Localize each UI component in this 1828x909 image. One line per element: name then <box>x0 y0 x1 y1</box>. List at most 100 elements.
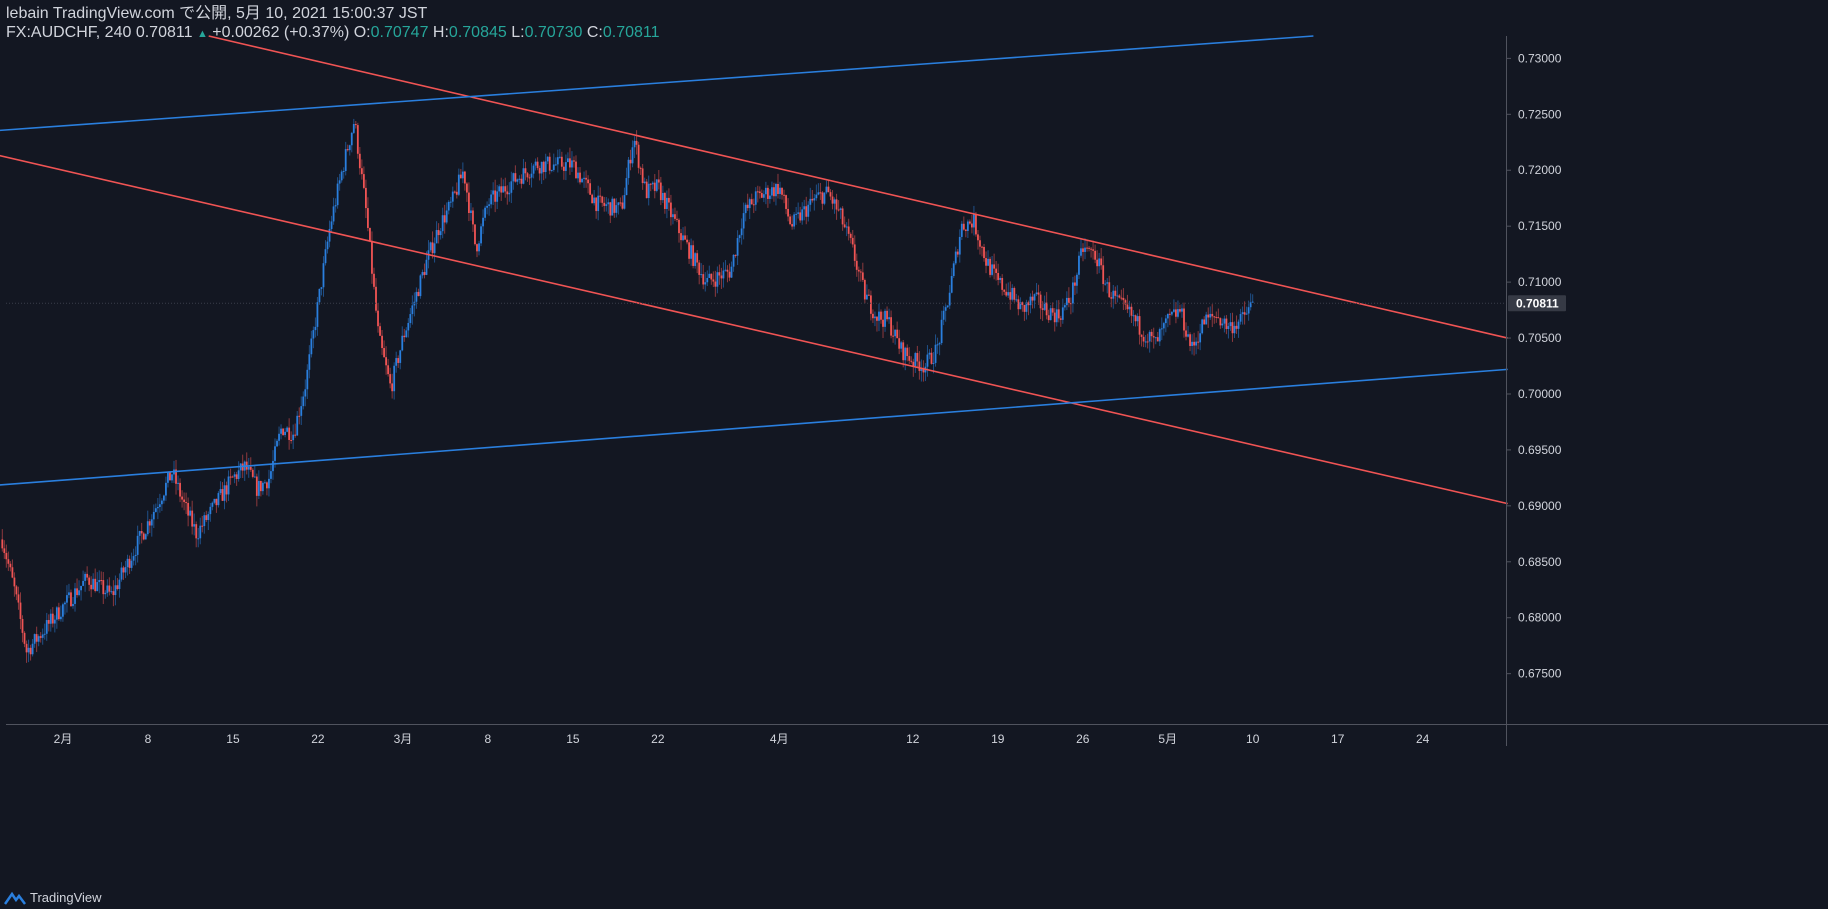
candle <box>163 494 165 504</box>
candle <box>1191 334 1193 355</box>
time-tick-label: 5月 <box>1158 732 1177 746</box>
candle <box>33 633 36 648</box>
candle <box>807 201 810 222</box>
candle <box>528 174 531 186</box>
candle <box>150 514 153 537</box>
candle <box>1183 302 1185 338</box>
candle <box>480 223 482 247</box>
candle <box>124 560 127 579</box>
candle <box>90 576 93 598</box>
candle <box>496 185 499 210</box>
candle <box>369 227 371 243</box>
candle <box>975 211 977 237</box>
trendline-red-1[interactable] <box>208 35 1508 339</box>
candle <box>956 248 959 258</box>
candle <box>668 188 670 211</box>
candle <box>508 182 511 202</box>
candle <box>861 262 864 282</box>
candle <box>520 174 523 189</box>
trendline-red-2[interactable] <box>0 153 1508 505</box>
candle <box>1213 315 1216 324</box>
candle <box>554 157 557 166</box>
candle <box>1237 319 1240 338</box>
candle <box>1061 298 1064 324</box>
candle <box>350 131 353 153</box>
candle <box>859 269 862 282</box>
candle <box>1082 243 1084 262</box>
candle <box>27 639 30 663</box>
candle <box>536 157 539 171</box>
time-tick-label: 15 <box>226 732 240 746</box>
candle <box>702 264 705 290</box>
tradingview-logo[interactable]: TradingView <box>4 890 102 905</box>
candle <box>1154 336 1157 345</box>
candle <box>1197 331 1200 350</box>
candle <box>865 284 868 300</box>
trendline-blue-3[interactable] <box>0 35 1314 132</box>
candle <box>165 476 167 501</box>
candle <box>211 501 214 511</box>
candle <box>886 306 888 322</box>
candle <box>1092 240 1094 260</box>
price-tick-label: 0.71000 <box>1518 275 1562 289</box>
trendline-blue-4[interactable] <box>0 368 1508 486</box>
candle <box>1084 238 1086 260</box>
candle <box>710 273 713 285</box>
candle <box>1241 306 1244 325</box>
candle <box>522 159 525 185</box>
candle <box>405 327 408 338</box>
candle <box>855 253 858 277</box>
candle <box>1041 301 1044 321</box>
candle <box>649 183 652 192</box>
candle <box>678 218 680 243</box>
candle <box>152 504 155 529</box>
candle <box>72 597 74 609</box>
candle <box>110 586 113 594</box>
candle <box>712 271 715 288</box>
candle <box>857 266 860 282</box>
candle <box>867 289 870 297</box>
candle <box>249 457 252 472</box>
candle <box>229 468 232 485</box>
candle <box>1114 286 1117 305</box>
candle <box>1219 317 1222 329</box>
candle <box>1033 293 1036 309</box>
candle <box>367 197 369 232</box>
candle <box>706 270 709 287</box>
candle <box>1122 288 1125 310</box>
candle <box>510 171 513 204</box>
candle <box>21 615 24 643</box>
trendlines[interactable] <box>0 35 1508 505</box>
price-axis[interactable]: 0.73000 0.72500 0.72000 0.71500 0.71000 0.705… <box>1506 51 1562 681</box>
last-price-value: 0.70811 <box>1516 296 1559 310</box>
candle <box>1245 306 1248 315</box>
candle <box>387 358 390 377</box>
candle <box>340 169 343 183</box>
candle <box>292 424 295 450</box>
candle <box>482 209 484 234</box>
candle <box>191 500 194 535</box>
candle <box>577 167 579 183</box>
candle <box>179 478 181 503</box>
candle <box>645 178 648 199</box>
candle <box>1067 287 1070 308</box>
candle <box>849 232 852 244</box>
candle <box>991 255 993 277</box>
candle <box>138 530 141 545</box>
candle <box>651 181 654 190</box>
candle <box>805 196 808 225</box>
time-axis[interactable]: 2月 8 15 22 3月 8 15 22 4月 12 19 26 5月 10 17 24 <box>54 732 1430 746</box>
candle <box>661 185 664 204</box>
candle <box>841 206 844 231</box>
candle <box>785 194 787 215</box>
candle <box>760 189 763 199</box>
candle <box>78 580 80 597</box>
candle <box>1233 321 1236 339</box>
candle <box>231 475 234 478</box>
candle <box>193 513 196 536</box>
candle <box>589 179 592 196</box>
candle <box>1179 304 1181 314</box>
candle <box>411 295 414 325</box>
candle <box>207 511 210 531</box>
